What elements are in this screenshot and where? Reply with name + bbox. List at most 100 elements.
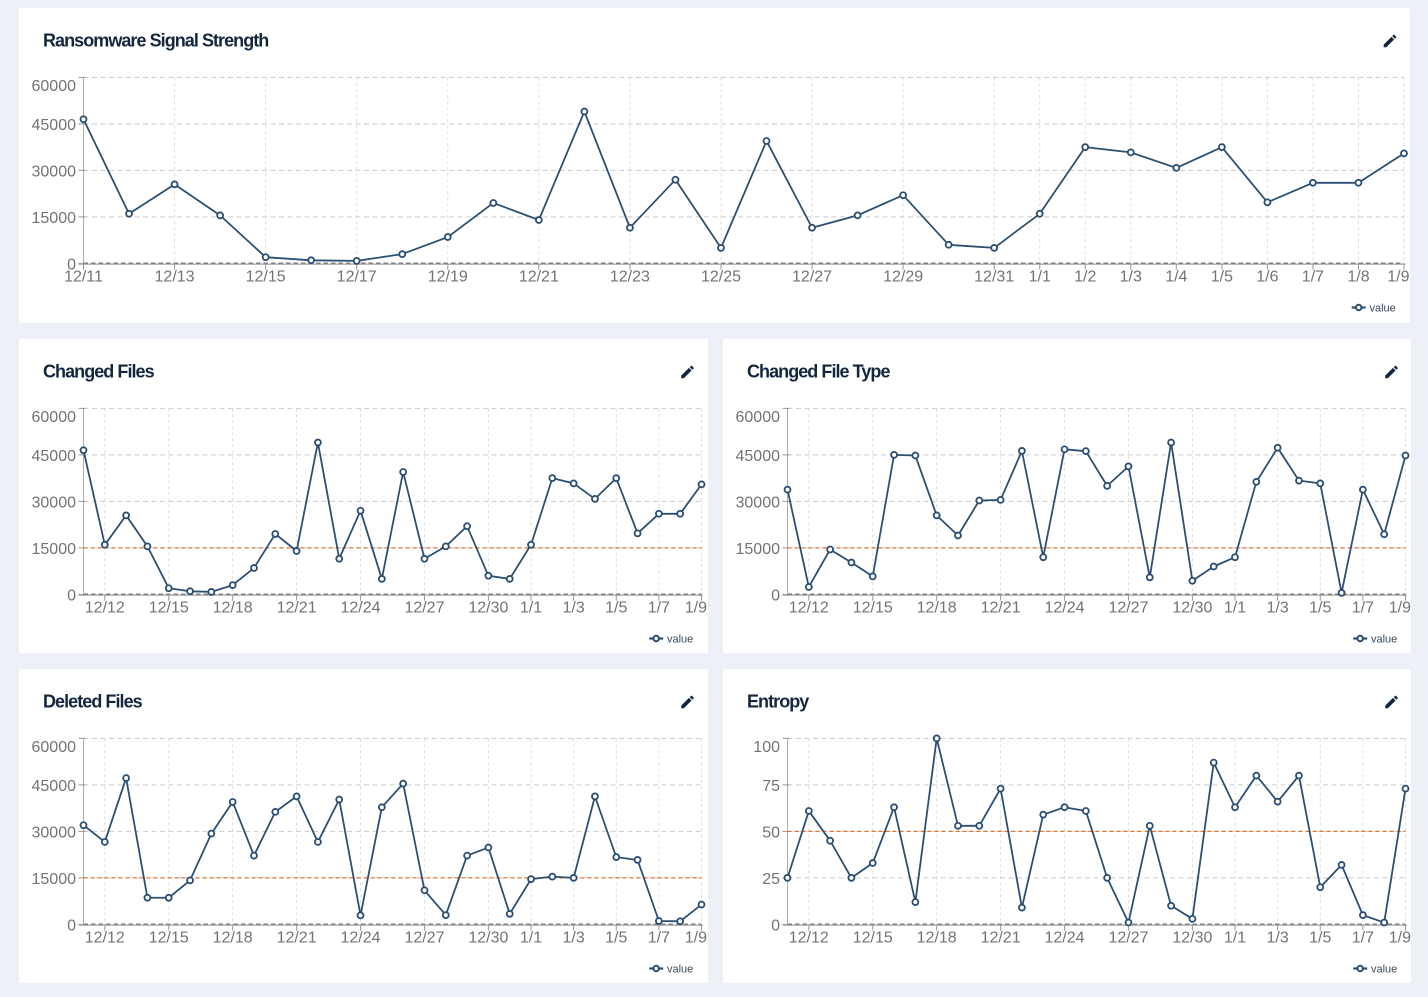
svg-text:45000: 45000	[735, 447, 780, 464]
svg-text:12/11: 12/11	[64, 269, 103, 286]
svg-text:12/29: 12/29	[883, 269, 923, 286]
svg-text:0: 0	[67, 587, 76, 604]
svg-text:12/18: 12/18	[213, 599, 253, 616]
svg-text:12/24: 12/24	[1044, 929, 1084, 946]
svg-text:60000: 60000	[735, 408, 780, 425]
svg-text:60000: 60000	[32, 78, 77, 95]
svg-text:12/21: 12/21	[277, 929, 317, 946]
svg-text:25: 25	[762, 870, 780, 887]
svg-text:12/15: 12/15	[246, 269, 286, 286]
svg-text:12/27: 12/27	[404, 929, 444, 946]
svg-text:12/18: 12/18	[213, 929, 253, 946]
svg-text:12/30: 12/30	[468, 599, 508, 616]
svg-text:12/12: 12/12	[788, 929, 828, 946]
svg-text:60000: 60000	[32, 408, 77, 425]
svg-text:1/1: 1/1	[1223, 929, 1245, 946]
svg-text:12/15: 12/15	[852, 929, 892, 946]
svg-text:value: value	[1371, 963, 1397, 975]
svg-text:1/7: 1/7	[1302, 269, 1324, 286]
svg-text:0: 0	[67, 917, 76, 934]
svg-text:30000: 30000	[735, 494, 780, 511]
svg-text:1/3: 1/3	[1120, 269, 1142, 286]
svg-text:1/7: 1/7	[648, 929, 670, 946]
svg-text:1/3: 1/3	[1266, 599, 1288, 616]
svg-text:1/9: 1/9	[1387, 269, 1409, 286]
svg-text:30000: 30000	[32, 163, 77, 180]
svg-text:12/30: 12/30	[468, 929, 508, 946]
svg-text:12/27: 12/27	[1108, 599, 1148, 616]
svg-text:60000: 60000	[32, 738, 77, 755]
svg-text:12/24: 12/24	[341, 929, 381, 946]
svg-text:12/27: 12/27	[1108, 929, 1148, 946]
svg-text:Changed File Type: Changed File Type	[747, 361, 890, 381]
svg-text:12/13: 12/13	[155, 269, 195, 286]
svg-text:1/7: 1/7	[1351, 929, 1373, 946]
svg-text:12/18: 12/18	[916, 929, 956, 946]
svg-text:value: value	[1370, 303, 1396, 315]
svg-text:1/7: 1/7	[1351, 599, 1373, 616]
svg-text:1/9: 1/9	[1388, 929, 1410, 946]
svg-text:1/9: 1/9	[1388, 599, 1410, 616]
svg-text:12/21: 12/21	[980, 599, 1020, 616]
svg-text:1/5: 1/5	[1211, 269, 1233, 286]
svg-text:12/18: 12/18	[916, 599, 956, 616]
svg-text:12/25: 12/25	[701, 269, 741, 286]
svg-text:15000: 15000	[32, 870, 77, 887]
svg-text:1/5: 1/5	[1309, 929, 1331, 946]
svg-text:12/30: 12/30	[1172, 599, 1212, 616]
svg-text:Ransomware Signal Strength: Ransomware Signal Strength	[43, 31, 268, 51]
svg-text:12/15: 12/15	[149, 599, 189, 616]
svg-text:12/12: 12/12	[788, 599, 828, 616]
svg-text:1/7: 1/7	[648, 599, 670, 616]
svg-text:30000: 30000	[32, 824, 77, 841]
svg-text:value: value	[667, 633, 693, 645]
svg-text:12/21: 12/21	[519, 269, 559, 286]
svg-text:1/1: 1/1	[1029, 269, 1051, 286]
svg-text:15000: 15000	[32, 540, 77, 557]
svg-text:12/21: 12/21	[277, 599, 317, 616]
svg-text:0: 0	[771, 587, 780, 604]
svg-text:12/12: 12/12	[85, 929, 125, 946]
svg-text:1/1: 1/1	[1223, 599, 1245, 616]
svg-text:Deleted Files: Deleted Files	[43, 691, 143, 711]
svg-text:12/30: 12/30	[1172, 929, 1212, 946]
svg-text:1/9: 1/9	[685, 599, 707, 616]
svg-text:45000: 45000	[32, 777, 77, 794]
svg-text:12/21: 12/21	[980, 929, 1020, 946]
svg-text:15000: 15000	[32, 210, 77, 227]
svg-text:1/5: 1/5	[605, 599, 627, 616]
svg-text:12/19: 12/19	[428, 269, 468, 286]
svg-text:100: 100	[753, 738, 780, 755]
svg-text:45000: 45000	[32, 447, 77, 464]
svg-text:1/3: 1/3	[1266, 929, 1288, 946]
svg-text:1/1: 1/1	[520, 599, 542, 616]
svg-text:0: 0	[67, 256, 76, 273]
svg-text:0: 0	[771, 917, 780, 934]
svg-text:1/1: 1/1	[520, 929, 542, 946]
svg-text:1/6: 1/6	[1256, 269, 1278, 286]
svg-text:12/17: 12/17	[337, 269, 377, 286]
svg-text:1/5: 1/5	[605, 929, 627, 946]
svg-text:12/27: 12/27	[404, 599, 444, 616]
svg-text:12/31: 12/31	[974, 269, 1014, 286]
svg-text:50: 50	[762, 824, 780, 841]
svg-text:30000: 30000	[32, 494, 77, 511]
svg-text:15000: 15000	[735, 540, 780, 557]
svg-text:1/9: 1/9	[685, 929, 707, 946]
svg-text:12/23: 12/23	[610, 269, 650, 286]
svg-text:12/15: 12/15	[149, 929, 189, 946]
svg-text:45000: 45000	[32, 117, 77, 134]
svg-text:12/24: 12/24	[1044, 599, 1084, 616]
svg-text:12/15: 12/15	[852, 599, 892, 616]
svg-text:1/5: 1/5	[1309, 599, 1331, 616]
svg-text:1/3: 1/3	[563, 929, 585, 946]
svg-text:1/3: 1/3	[563, 599, 585, 616]
svg-text:1/2: 1/2	[1074, 269, 1096, 286]
svg-text:12/24: 12/24	[341, 599, 381, 616]
svg-text:1/4: 1/4	[1165, 269, 1187, 286]
svg-text:Entropy: Entropy	[747, 691, 809, 711]
svg-text:value: value	[667, 963, 693, 975]
svg-text:75: 75	[762, 777, 780, 794]
svg-text:value: value	[1371, 633, 1397, 645]
svg-text:Changed Files: Changed Files	[43, 361, 155, 381]
